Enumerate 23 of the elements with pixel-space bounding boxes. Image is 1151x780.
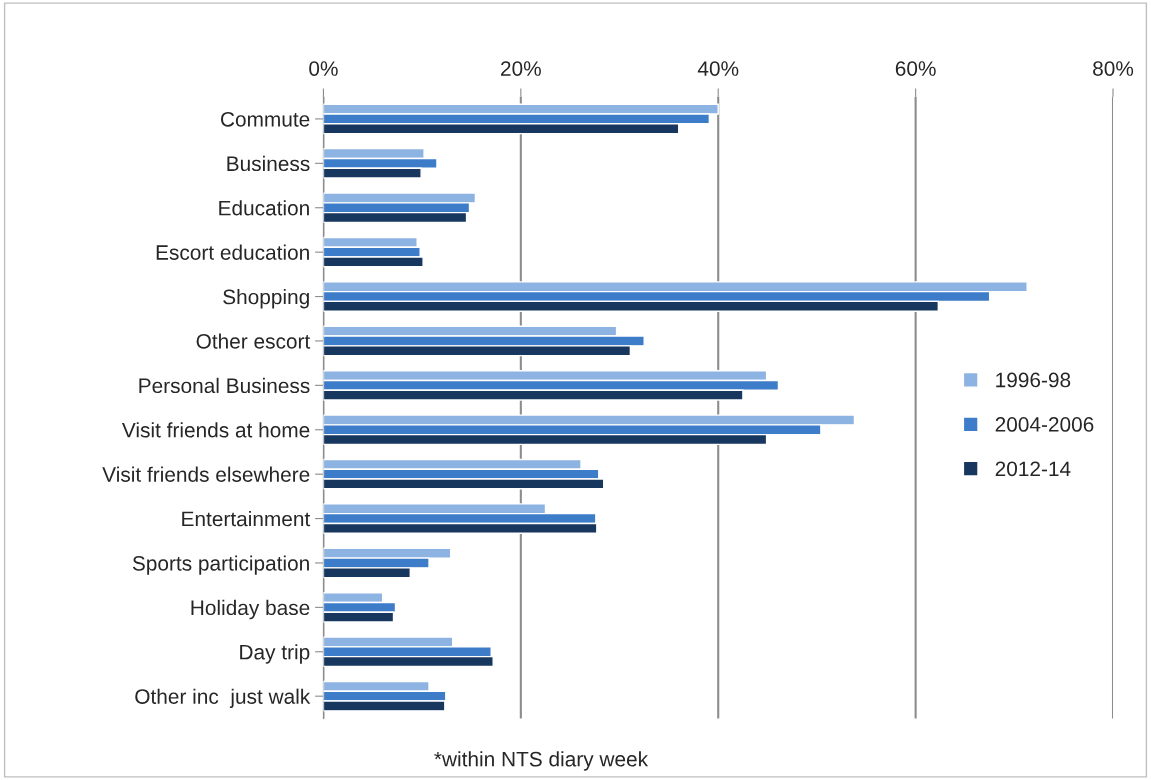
y-tick-label: Personal Business — [139, 377, 310, 394]
y-tick-label: Education — [219, 200, 309, 216]
x-tick-label: 80% — [1093, 61, 1134, 76]
y-tick-label: Entertainment — [182, 511, 311, 527]
text: *within NTS diary week — [434, 751, 649, 771]
y-tick-label: Commute — [221, 111, 310, 127]
x-tick-label: 60% — [895, 61, 936, 76]
y-tick-label: Other inc just walk — [135, 688, 311, 709]
x-tick-label: 20% — [501, 61, 541, 76]
legend-label: 2012-14 — [995, 461, 1071, 477]
y-tick-label: Shopping — [223, 288, 309, 309]
y-tick-label: Escort education — [156, 244, 309, 260]
y-tick-label: Visit friends elsewhere — [102, 466, 310, 482]
y-tick-label: Sports participation — [132, 555, 309, 575]
y-tick-label: Visit friends at home — [121, 422, 310, 438]
legend-label: 2004-2006 — [995, 417, 1094, 432]
x-tick-label: 0% — [309, 61, 338, 76]
y-tick-label: Other escort — [196, 333, 311, 349]
x-tick-label: 40% — [697, 61, 739, 76]
y-tick-label: Holiday base — [191, 599, 310, 620]
y-tick-label: Business — [227, 155, 310, 172]
legend-label: 1996-98 — [996, 372, 1071, 388]
y-tick-label: Day trip — [240, 644, 310, 664]
